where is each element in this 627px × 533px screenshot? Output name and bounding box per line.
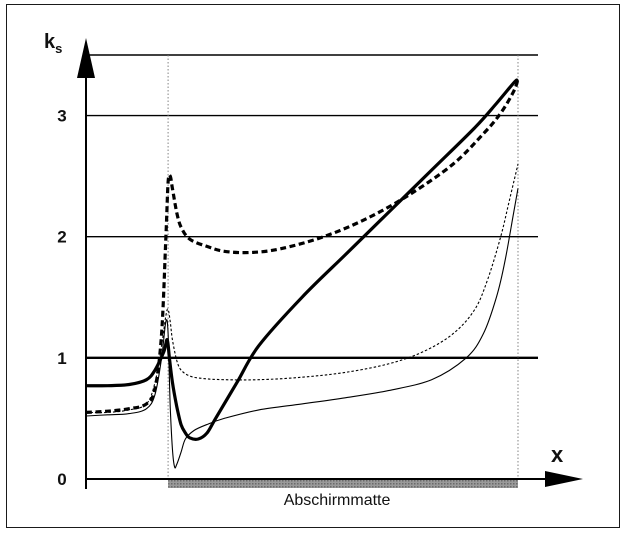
series-line-1 (85, 77, 520, 441)
series-lines (85, 77, 520, 469)
y-axis-label-main: k (44, 31, 56, 53)
chart-frame (6, 4, 620, 528)
y-axis-arrow (77, 38, 95, 78)
y-axis-label: ks (44, 31, 62, 56)
grid-lines (86, 54, 538, 360)
series-line-2 (85, 78, 520, 414)
region-label: Abschirmmatte (284, 492, 391, 509)
axes (77, 38, 583, 489)
y-tick-label: 0 (57, 470, 66, 489)
y-tick-labels: 0 1 2 3 (57, 107, 66, 489)
region-boundaries (167, 55, 519, 479)
x-axis-arrow (545, 471, 583, 487)
y-tick-label: 3 (57, 107, 66, 126)
series-line-3 (85, 188, 519, 469)
x-axis-label: x (551, 442, 564, 467)
y-tick-label: 1 (57, 349, 66, 368)
series-line-4 (85, 163, 519, 414)
region-bar (168, 480, 518, 488)
y-axis-label-subscript: s (55, 41, 62, 56)
y-tick-label: 2 (57, 228, 66, 247)
